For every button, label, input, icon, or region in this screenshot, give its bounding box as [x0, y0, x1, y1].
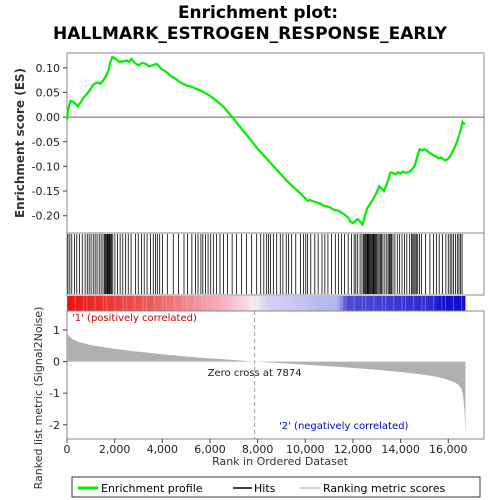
enrichment-profile-line: [65, 55, 466, 227]
x-axis-title: Rank in Ordered Dataset: [212, 455, 349, 468]
x-axis: 0 2,000 4,000 6,000 8,000 10,000 12,000 14,000 1…: [64, 439, 468, 456]
rank-y-tick-label: 0: [53, 356, 60, 369]
positive-correlation-label: '1' (positively correlated): [72, 313, 197, 324]
ranking-metric-area: [67, 330, 466, 435]
legend-label-enrichment: Enrichment profile: [101, 482, 203, 495]
x-tick-label: 8,000: [242, 443, 274, 456]
hit-marks: [67, 234, 463, 294]
es-y-tick-label: -0.05: [32, 136, 60, 149]
rank-y-tick-label: -2: [49, 419, 60, 432]
es-y-tick-label: 0.10: [36, 62, 61, 75]
rank-axis-title: Ranked list metric (Signal2Noise): [32, 307, 45, 490]
rank-panel: 1 0 -1 -2 '1' (positively correlated) '2' (…: [32, 307, 485, 490]
x-tick-label: 16,000: [429, 443, 468, 456]
correlation-color-bar: [66, 296, 466, 311]
x-tick-label: 6,000: [194, 443, 226, 456]
chart-title-line2: HALLMARK_ESTROGEN_RESPONSE_EARLY: [53, 24, 448, 44]
x-tick-label: 12,000: [334, 443, 373, 456]
hits-panel-frame: [66, 232, 485, 296]
rank-y-axis: 1 0 -1 -2: [49, 324, 67, 432]
legend: Enrichment profile Hits Ranking metric s…: [71, 476, 481, 498]
negative-correlation-label: '2' (negatively correlated): [279, 421, 408, 432]
rank-y-tick-label: -1: [49, 387, 60, 400]
es-axis-title: Enrichment score (ES): [13, 68, 27, 218]
x-tick-label: 10,000: [286, 443, 325, 456]
x-tick-label: 4,000: [147, 443, 179, 456]
hits-panel: [66, 232, 485, 296]
chart-title-line1: Enrichment plot:: [178, 3, 338, 23]
es-y-tick-label: 0.00: [36, 111, 61, 124]
legend-label-hits: Hits: [254, 482, 276, 495]
es-y-tick-label: -0.10: [32, 160, 60, 173]
es-panel: 0.10 0.05 0.00 -0.05 -0.10 -0.15 -0.20 Enrichm…: [13, 52, 485, 234]
es-y-axis: 0.10 0.05 0.00 -0.05 -0.10 -0.15 -0.20: [32, 62, 67, 223]
es-panel-frame: [66, 52, 485, 234]
rank-y-tick-label: 1: [53, 324, 60, 337]
x-tick-label: 14,000: [381, 443, 420, 456]
x-tick-label: 2,000: [99, 443, 131, 456]
es-y-tick-label: 0.05: [36, 86, 61, 99]
es-y-tick-label: -0.20: [32, 210, 60, 223]
es-y-tick-label: -0.15: [32, 185, 60, 198]
x-tick-label: 0: [64, 443, 71, 456]
legend-frame: [71, 476, 481, 498]
rank-panel-frame: [66, 310, 485, 440]
legend-label-ranking: Ranking metric scores: [323, 482, 445, 495]
zero-cross-label: Zero cross at 7874: [208, 368, 302, 379]
